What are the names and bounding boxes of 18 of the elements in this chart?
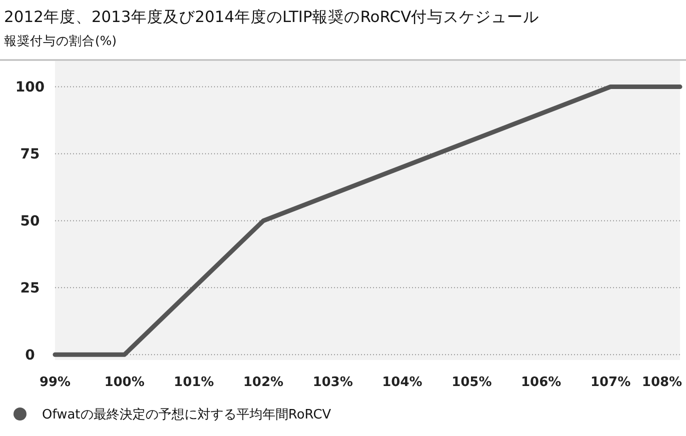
- y-tick-label: 50: [20, 214, 40, 230]
- x-tick-label: 103%: [312, 375, 353, 390]
- x-tick-label: 106%: [521, 375, 562, 390]
- y-tick-label: 100: [15, 80, 45, 96]
- y-tick-label: 25: [20, 280, 40, 297]
- y-tick-label: 0: [25, 348, 36, 364]
- x-tick-label: 108%: [642, 375, 682, 390]
- chart-subtitle: 報奨付与の割合(%): [4, 33, 117, 48]
- x-tick-label: 101%: [174, 375, 214, 390]
- x-tick-label: 104%: [382, 375, 422, 390]
- x-tick-label: 99%: [39, 375, 71, 390]
- x-tick-label: 105%: [452, 375, 492, 390]
- legend-label: Ofwatの最終決定の予想に対する平均年間RoRCV: [42, 406, 332, 423]
- x-tick-label: 100%: [104, 375, 145, 390]
- x-tick-label: 107%: [590, 375, 631, 390]
- x-tick-label: 102%: [243, 375, 284, 390]
- chart-title: 2012年度、2013年度及び2014年度のLTIP報奨のRoRCV付与スケジュール: [4, 8, 540, 26]
- y-tick-label: 75: [20, 146, 40, 163]
